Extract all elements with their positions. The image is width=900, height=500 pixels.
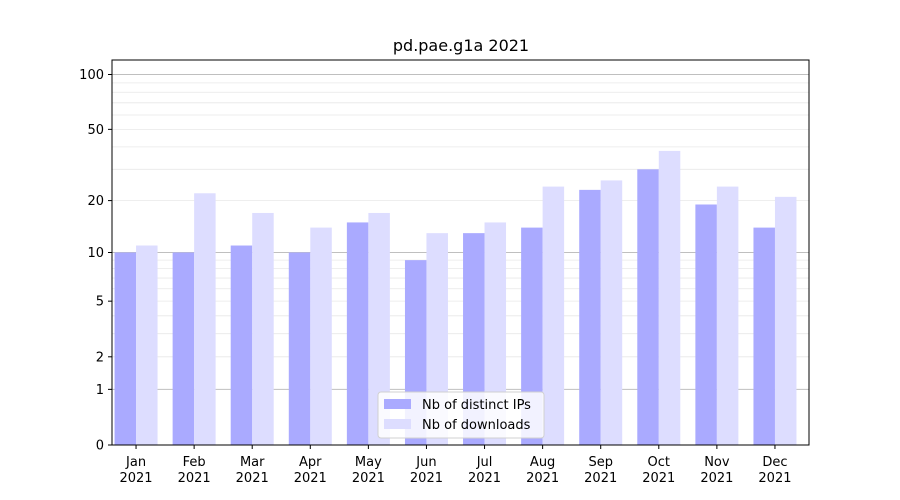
x-tick-label-year: 2021 <box>700 471 733 486</box>
bar-downloads <box>136 245 158 445</box>
y-tick-label: 5 <box>96 295 104 310</box>
x-axis: Jan2021Feb2021Mar2021Apr2021May2021Jun20… <box>119 445 792 486</box>
x-tick-label-year: 2021 <box>236 471 269 486</box>
bar-downloads <box>542 186 565 445</box>
x-tick-label-year: 2021 <box>642 471 675 486</box>
y-tick-label: 1 <box>96 383 104 398</box>
x-tick-label-month: Nov <box>704 455 730 470</box>
legend-label: Nb of downloads <box>422 418 531 433</box>
bar-downloads <box>600 180 623 446</box>
y-tick-label: 10 <box>87 246 104 261</box>
x-tick-label-year: 2021 <box>119 471 152 486</box>
x-tick-label-month: Jun <box>415 455 436 470</box>
x-tick-label-month: Dec <box>762 455 787 470</box>
x-tick-label-year: 2021 <box>410 471 443 486</box>
bar-ips <box>288 252 311 445</box>
bar-ips <box>346 222 369 445</box>
x-tick-label-year: 2021 <box>584 471 617 486</box>
bar-ips <box>637 169 659 445</box>
bar-downloads <box>368 212 390 445</box>
bar-downloads <box>716 186 739 445</box>
y-tick-label: 20 <box>87 194 104 209</box>
legend-swatch <box>384 419 411 429</box>
bar-downloads <box>310 227 332 445</box>
x-tick-label-month: Mar <box>240 455 265 470</box>
bar-downloads <box>194 193 216 445</box>
bar-ips <box>521 227 543 445</box>
x-tick-label-month: Sep <box>588 455 613 470</box>
bar-ips <box>114 252 137 445</box>
bar-ips <box>172 252 195 445</box>
legend-box <box>377 391 545 439</box>
bar-ips <box>753 227 775 445</box>
y-tick-label: 100 <box>79 68 104 83</box>
chart-title: pd.pae.g1a 2021 <box>393 36 529 55</box>
y-axis: 0 1 2 5 10 20 50 100 <box>79 68 112 454</box>
bar-downloads <box>658 150 681 445</box>
x-tick-label-month: Aug <box>530 455 555 470</box>
legend: Nb of distinct IPs Nb of downloads <box>377 391 545 439</box>
bar-downloads <box>252 212 274 445</box>
bar-downloads <box>484 222 507 445</box>
x-tick-label-month: Jan <box>125 455 146 470</box>
x-tick-label-month: Feb <box>183 455 206 470</box>
bar-downloads <box>774 196 797 445</box>
x-tick-label-year: 2021 <box>352 471 385 486</box>
x-tick-label-month: Apr <box>299 455 322 470</box>
y-tick-label: 50 <box>87 123 104 138</box>
x-tick-label-year: 2021 <box>526 471 559 486</box>
legend-label: Nb of distinct IPs <box>422 398 531 413</box>
x-tick-label-year: 2021 <box>468 471 501 486</box>
bar-ips <box>579 189 601 445</box>
x-tick-label-month: Oct <box>648 455 670 470</box>
x-tick-label-year: 2021 <box>294 471 327 486</box>
bar-ips <box>695 204 717 445</box>
grid-lines <box>112 74 809 390</box>
y-tick-label: 2 <box>96 350 104 365</box>
x-tick-label-month: May <box>355 455 382 470</box>
bar-ips <box>230 245 253 445</box>
x-tick-label-year: 2021 <box>178 471 211 486</box>
legend-swatch <box>384 399 411 409</box>
x-tick-label-month: Jul <box>476 455 493 470</box>
y-tick-label: 0 <box>96 439 104 454</box>
x-tick-label-year: 2021 <box>758 471 791 486</box>
